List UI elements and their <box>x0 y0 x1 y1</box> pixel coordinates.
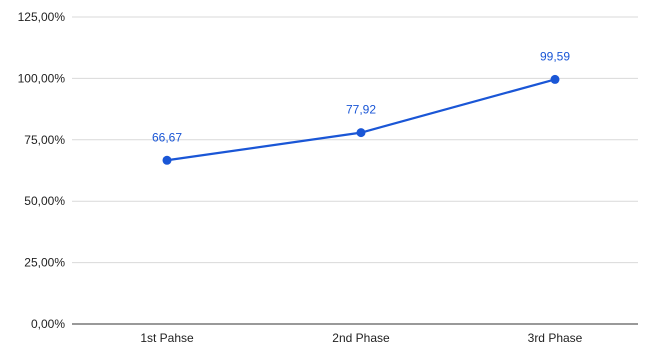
data-point <box>550 74 560 84</box>
y-tick-label: 100,00% <box>18 71 66 85</box>
y-tick-label: 0,00% <box>31 317 65 331</box>
data-label: 66,67 <box>152 130 182 144</box>
x-tick-label: 2nd Phase <box>332 331 390 345</box>
data-label: 77,92 <box>346 103 376 117</box>
y-tick-label: 125,00% <box>18 10 66 24</box>
labels: 0,00% 25,00% 50,00% 75,00% 100,00% 125,00% 1st… <box>18 10 583 345</box>
y-tick-label: 75,00% <box>24 133 65 147</box>
series-line <box>165 78 557 162</box>
gridlines <box>72 16 638 264</box>
series <box>162 74 560 165</box>
data-label: 99,59 <box>540 49 570 63</box>
data-point <box>162 155 172 165</box>
y-tick-label: 25,00% <box>24 256 65 270</box>
y-tick-label: 50,00% <box>24 194 65 208</box>
x-tick-label: 1st Pahse <box>140 331 194 345</box>
data-point <box>356 128 366 138</box>
x-tick-label: 3rd Phase <box>528 331 583 345</box>
